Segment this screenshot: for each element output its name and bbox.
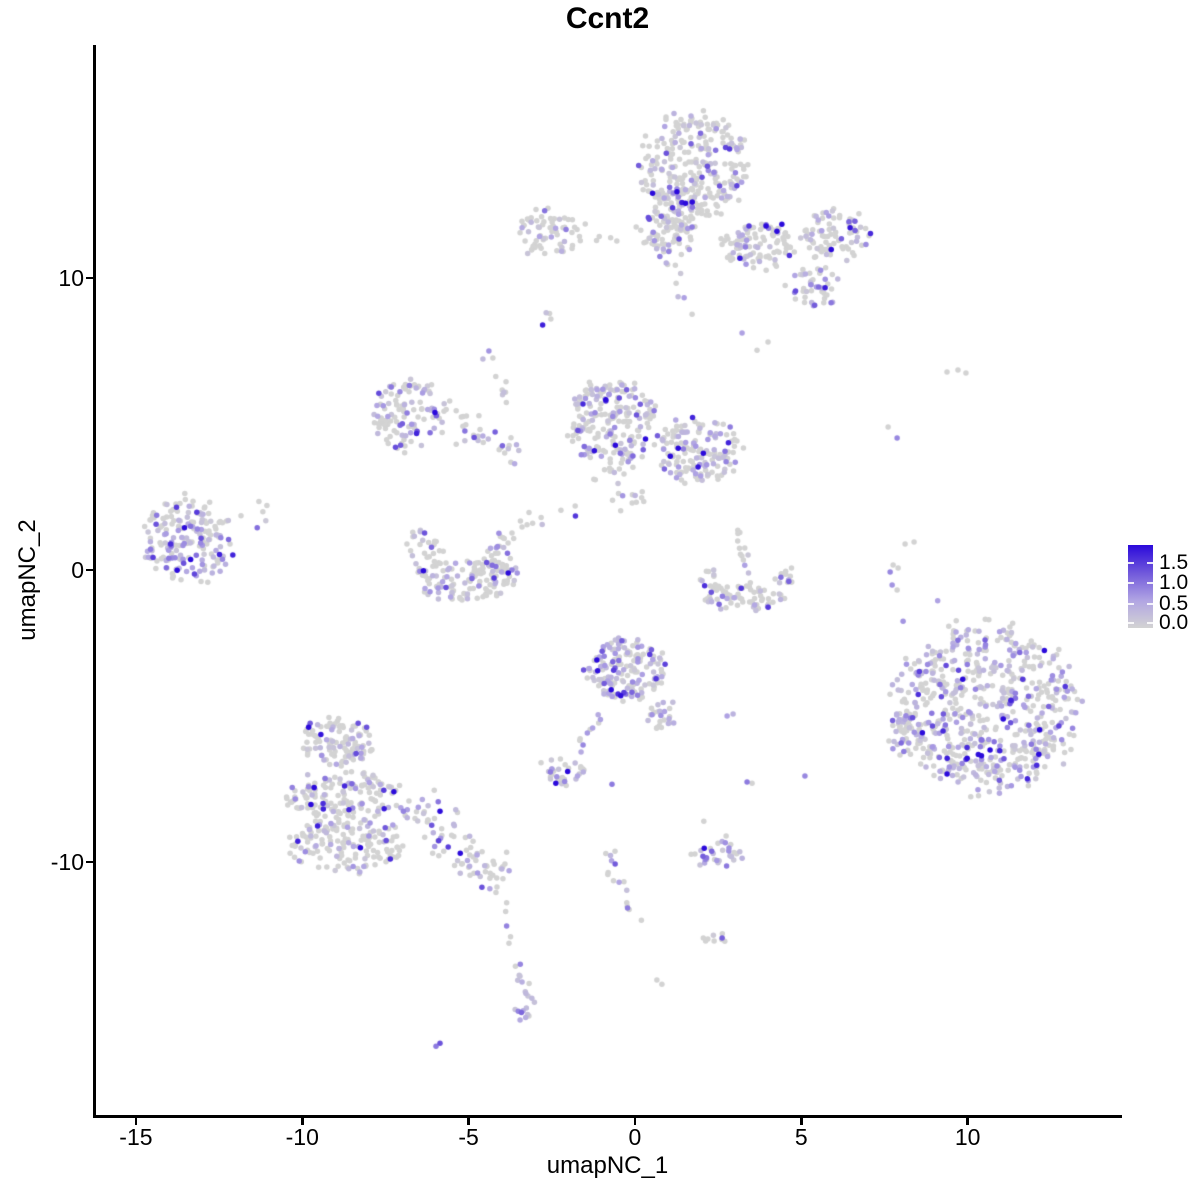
x-axis-title: umapNC_1 — [546, 1152, 669, 1179]
y-axis-tick-label: 0 — [71, 557, 84, 584]
x-axis-tick-mark — [134, 1117, 138, 1125]
y-axis-tick-mark — [86, 276, 93, 280]
legend-tick-label: 0.0 — [1159, 611, 1189, 635]
y-axis-tick-label: 10 — [58, 265, 84, 292]
legend-tick-mark — [1128, 622, 1134, 625]
y-axis-line — [93, 45, 96, 1117]
y-axis-title: umapNC_2 — [14, 519, 41, 641]
x-axis-line — [93, 1115, 1122, 1118]
y-axis-tick-mark — [86, 568, 93, 572]
legend-tick-mark — [1147, 582, 1153, 585]
y-axis-tick-mark — [86, 860, 93, 864]
x-axis-tick-mark — [633, 1117, 637, 1125]
chart-title: Ccnt2 — [565, 2, 650, 35]
legend-tick-mark — [1147, 602, 1153, 605]
legend-tick-label: 1.0 — [1159, 571, 1189, 595]
x-axis-tick-label: 0 — [628, 1124, 642, 1150]
legend-tick-mark — [1147, 561, 1153, 564]
legend-tick-label: 0.5 — [1159, 591, 1189, 615]
x-axis-tick-label: -10 — [285, 1124, 319, 1150]
x-axis-tick-label: 5 — [794, 1124, 808, 1150]
x-axis-tick-mark — [467, 1117, 470, 1125]
x-axis-tick-mark — [966, 1117, 969, 1125]
legend-tick-mark — [1147, 622, 1153, 625]
x-axis-tick-label: 10 — [954, 1124, 981, 1150]
umap-scatter-canvas — [95, 45, 1120, 1115]
x-axis-tick-label: -5 — [458, 1124, 479, 1150]
x-axis-tick-mark — [800, 1117, 803, 1125]
x-axis-tick-label: -15 — [119, 1124, 153, 1150]
legend-gradient-bar — [1128, 545, 1153, 628]
legend-tick-mark — [1128, 582, 1134, 585]
legend-tick-mark — [1128, 602, 1134, 605]
legend-tick-label: 1.5 — [1159, 550, 1189, 574]
y-axis-tick-label: -10 — [50, 849, 84, 876]
legend-tick-mark — [1128, 561, 1134, 564]
x-axis-tick-mark — [301, 1117, 304, 1125]
